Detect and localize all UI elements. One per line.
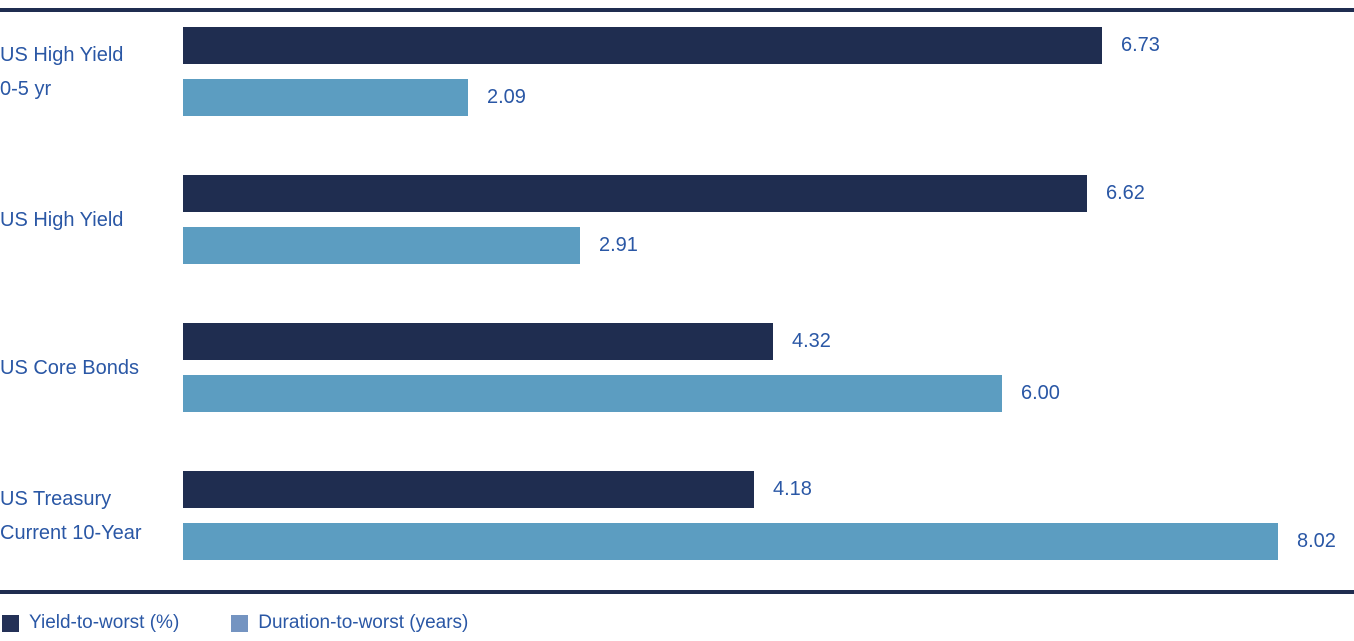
value-label: 4.32: [792, 330, 831, 352]
legend-item-duration: Duration-to-worst (years): [231, 612, 468, 634]
category-label-line: US Treasury: [0, 487, 112, 510]
value-label: 2.09: [487, 86, 526, 108]
value-label: 4.18: [773, 478, 812, 500]
bar-yield: [183, 471, 754, 508]
bar-duration: [183, 227, 580, 264]
yield-legend-swatch: [2, 614, 19, 632]
category-label: US Treasury Current 10-Year: [0, 471, 142, 560]
bar-yield: [183, 175, 1087, 212]
bar-duration: [183, 79, 468, 116]
value-label: 6.73: [1121, 34, 1160, 56]
value-label: 8.02: [1297, 530, 1336, 552]
category-label-line: 0-5 yr: [0, 77, 52, 100]
chart-bottom-rule: [0, 590, 1354, 594]
category-label-line: US Core Bonds: [0, 356, 139, 379]
yield-legend-label: Yield-to-worst (%): [29, 612, 180, 633]
bar-yield: [183, 27, 1102, 64]
chart-top-rule: [0, 8, 1354, 12]
legend-item-yield: Yield-to-worst (%): [2, 612, 179, 634]
value-label: 2.91: [599, 234, 638, 256]
chart-legend: Yield-to-worst (%) Duration-to-worst (ye…: [2, 612, 468, 634]
category-label: US Core Bonds: [0, 323, 139, 412]
category-label-line: US High Yield: [0, 43, 124, 66]
value-label: 6.00: [1021, 382, 1060, 404]
category-label: US High Yield 0-5 yr: [0, 27, 123, 116]
bar-duration: [183, 375, 1002, 412]
duration-legend-label: Duration-to-worst (years): [258, 612, 469, 633]
bar-duration: [183, 523, 1278, 560]
category-label: US High Yield: [0, 175, 123, 264]
category-label-line: US High Yield: [0, 208, 124, 231]
value-label: 6.62: [1106, 182, 1145, 204]
duration-legend-swatch: [231, 614, 249, 632]
category-label-line: Current 10-Year: [0, 521, 142, 544]
bar-yield: [183, 323, 773, 360]
